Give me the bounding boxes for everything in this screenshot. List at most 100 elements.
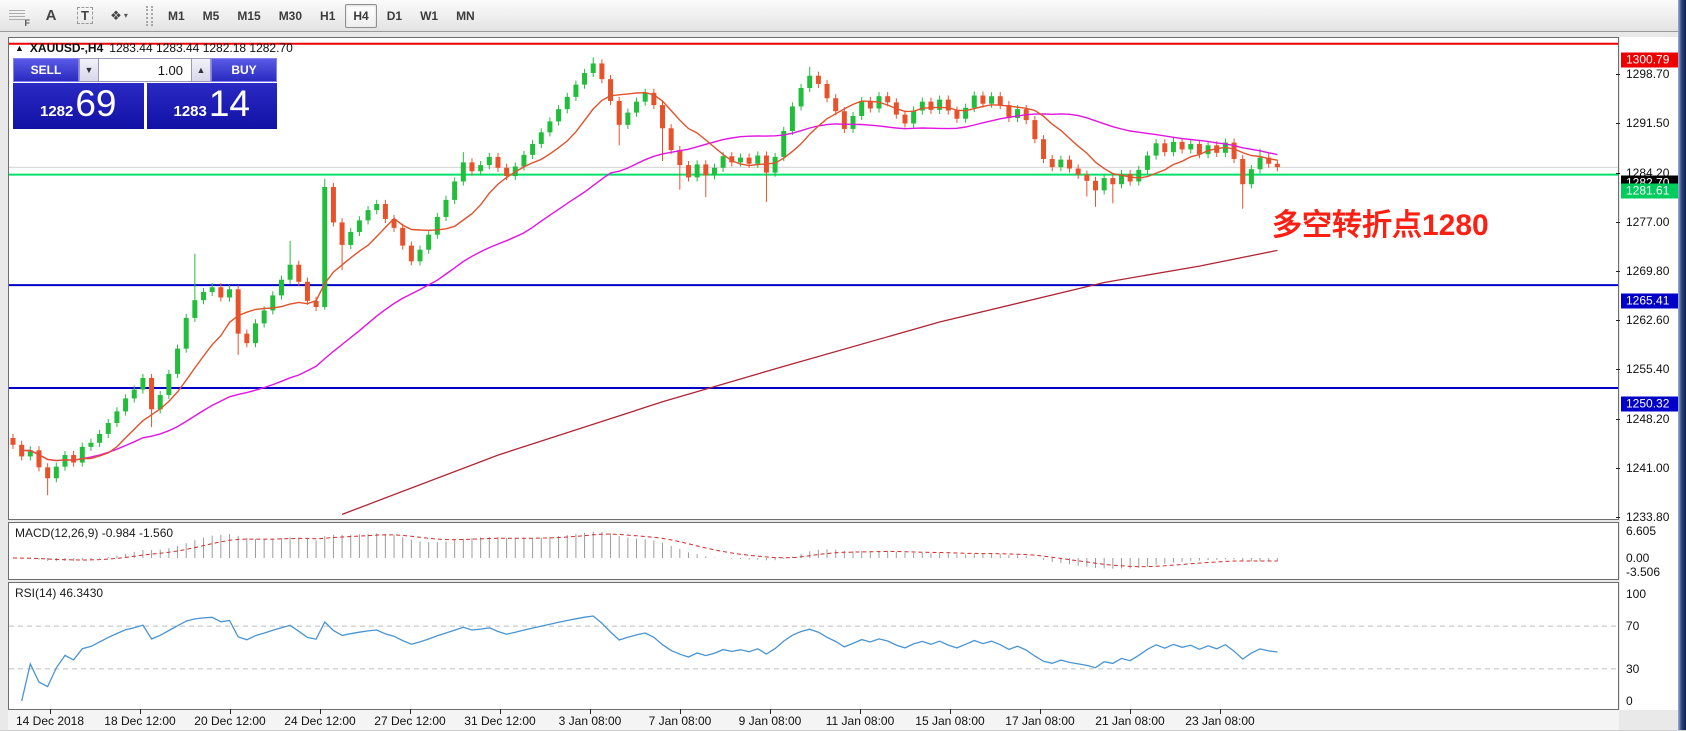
time-tick-mark [860,709,861,714]
timeframe-button-d1[interactable]: D1 [386,8,403,23]
time-axis[interactable]: 14 Dec 2018 18 Dec 12:00 20 Dec 12:00 24 De… [8,709,1619,730]
price-pane-canvas [9,42,1618,516]
timeframe-button-h1[interactable]: H1 [320,8,336,23]
macd-axis-label: 0.00 [1626,551,1650,565]
price-tick-label: 1233.80 [1626,509,1670,524]
timeframe-button-m30[interactable]: M30 [278,8,303,23]
buy-button[interactable]: BUY [211,58,277,82]
trade-panel-prices: 1282 69 1283 14 [13,83,277,129]
time-label: 7 Jan 08:00 [648,714,712,728]
one-click-trading-panel: SELL ▼ ▲ BUY 1282 69 1283 14 [13,58,277,130]
time-label: 3 Jan 08:00 [558,714,622,728]
time-label: 24 Dec 12:00 [284,714,356,728]
chart-header: ▲ XAUUSD-,H4 1283.44 1283.44 1282.18 128… [15,41,293,55]
ma-fast-line [21,91,1278,462]
t-glyph: T [77,7,93,24]
volume-decrease-button[interactable]: ▼ [79,58,99,82]
macd-axis-label: -3.506 [1626,565,1661,580]
time-label: 9 Jan 08:00 [738,714,802,728]
price-tick-label: 1255.40 [1626,362,1670,377]
timeframe-button-m15[interactable]: M15 [237,8,261,23]
macd-signal-line [12,533,1278,568]
dots-glyph [9,9,25,22]
time-label: 21 Jan 08:00 [1095,714,1165,728]
rsi-pane[interactable]: RSI(14) 46.3430 [8,582,1619,710]
rsi-axis-label: 0 [1626,694,1633,708]
time-tick-mark [590,709,591,714]
price-tick-mark [1616,172,1620,174]
price-tick-mark [1616,74,1620,75]
volume-increase-button[interactable]: ▲ [191,58,211,82]
price-axis[interactable]: 1298.70 1291.50 1284.20 1277.00 1269.80 1262.… [1616,37,1686,710]
window-right-border [1678,0,1686,731]
f-glyph: F [24,17,31,28]
time-label: 14 Dec 2018 [15,714,85,728]
rsi-axis-label: 30 [1626,661,1640,676]
price-tick-mark [1616,222,1620,224]
time-tick-mark [770,709,771,714]
time-tick-mark [320,709,321,714]
timeframe-button-w1[interactable]: W1 [420,8,439,23]
time-label: 23 Jan 08:00 [1185,714,1255,728]
sell-price-big: 69 [75,83,117,124]
sell-price-small: 1282 [39,103,74,120]
time-tick-mark [230,709,231,714]
price-tick-label: 1262.60 [1626,313,1670,328]
chevron-down-icon: ▾ [123,11,128,20]
macd-pane[interactable]: MACD(12,26,9) -0.984 -1.560 [8,522,1619,580]
sell-button[interactable]: SELL [13,58,79,82]
price-tick-mark [1616,516,1620,518]
trade-panel-top-row: SELL ▼ ▲ BUY [13,58,277,82]
timeframe-button-h4[interactable]: H4 [345,3,377,28]
text-label-icon[interactable]: T [70,4,100,28]
time-label: 18 Dec 12:00 [104,714,176,728]
chart-symbol: XAUUSD-,H4 [29,41,104,55]
arrows-glyph: ❖ [110,7,122,23]
time-label: 11 Jan 08:00 [825,714,895,728]
buy-price-display[interactable]: 1283 14 [146,83,277,129]
price-badge-1300.79: 1300.79 [1621,52,1683,68]
horizontal-lines[interactable] [9,42,1618,390]
price-tick-label: 1269.80 [1626,264,1670,279]
macd-histogram [21,531,1278,569]
time-tick-mark [500,709,501,714]
timeframe-button-m5[interactable]: M5 [202,8,220,23]
price-tick-mark [1616,467,1620,469]
rsi-label: RSI(14) 46.3430 [15,586,104,600]
sell-price-display[interactable]: 1282 69 [13,83,144,129]
chart-text-annotation[interactable]: 多空转折点1280 [1272,209,1489,242]
text-annotation-icon[interactable]: A [45,7,57,24]
price-badge-1250.32: 1250.32 [1621,396,1683,412]
macd-pane-canvas [12,531,1278,569]
price-tick-label: 1277.00 [1626,215,1670,230]
time-tick-mark [50,709,51,714]
rsi-line [21,615,1278,702]
time-tick-mark [410,709,411,714]
price-chart-pane[interactable]: ▲ XAUUSD-,H4 1283.44 1283.44 1282.18 128… [8,37,1619,520]
chart-ohlc: 1283.44 1283.44 1282.18 1282.70 [109,41,293,55]
price-tick-mark [1616,271,1620,273]
price-tick-mark [1616,369,1620,371]
timeframe-group: M1 M5 M15 M30 H1 H4 D1 W1 MN [159,3,484,28]
arrow-objects-icon[interactable]: ❖ ▾ [104,4,134,28]
price-tick-mark [1616,123,1620,125]
timeframe-button-mn[interactable]: MN [456,8,475,23]
time-label: 27 Dec 12:00 [374,714,446,728]
price-tick-mark [1616,320,1620,322]
time-label: 15 Jan 08:00 [915,714,985,728]
ma-slow-line [21,113,1278,462]
time-tick-mark [140,709,141,714]
price-badge-1281.61: 1281.61 [1621,183,1683,199]
price-tick-label: 1298.70 [1626,67,1670,81]
time-tick-mark [680,709,681,714]
time-tick-mark [1040,709,1041,714]
symbol-triangle-icon: ▲ [15,43,24,53]
price-badge-1265.41: 1265.41 [1621,293,1683,309]
toolbar-grip[interactable] [146,5,153,26]
timeframe-button-m1[interactable]: M1 [168,8,185,23]
buy-price-big: 14 [208,83,251,124]
volume-input[interactable] [99,58,191,82]
rsi-axis-label: 70 [1626,619,1640,634]
indicator-list-icon[interactable]: F [2,4,32,28]
